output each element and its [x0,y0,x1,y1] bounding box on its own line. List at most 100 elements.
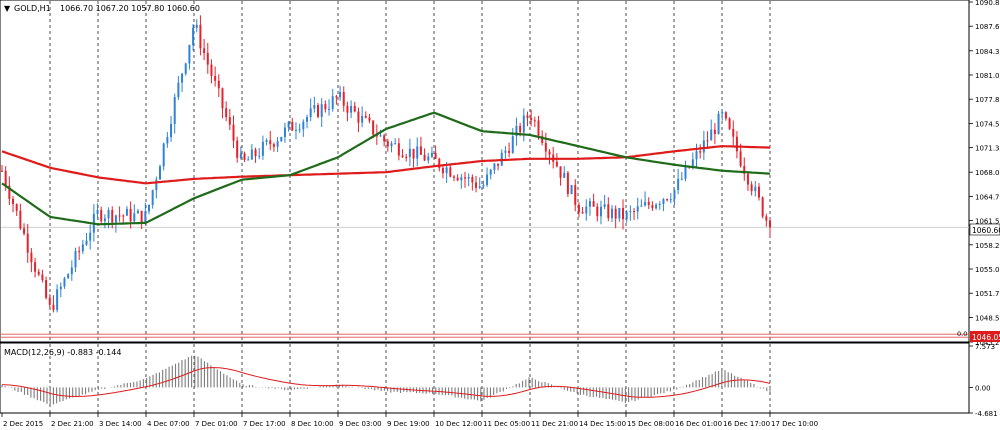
price-tick-label: 1087.60 [975,23,1000,31]
candle-body [610,208,613,219]
candle-body [526,115,529,118]
candle-body [59,286,62,290]
candle-body [677,178,680,190]
time-label: 2 Dec 21:00 [51,420,94,428]
candle-body [239,153,242,158]
candle-body [647,201,650,206]
candle-body [364,115,367,118]
time-label: 15 Dec 08:00 [627,420,674,428]
candle-body [265,140,268,142]
candle-body [618,207,621,219]
price-tick-label: 1064.75 [975,193,1000,201]
candle-body [541,135,544,143]
candle-body [122,215,125,217]
candle-body [394,143,397,145]
candle-body [636,206,639,212]
candle-body [221,88,224,109]
candle-body [217,80,220,89]
candle-body [614,208,617,219]
candle-body [236,140,239,158]
candle-body [353,105,356,112]
level-zero-marker: 0.0 [957,330,967,338]
candle-body [765,216,768,221]
candle-body [34,262,37,272]
candle-body [412,148,415,159]
candle-body [228,117,231,125]
menu-arrow-icon[interactable]: ▼ [4,4,11,13]
candle-body [478,186,481,188]
candle-body [757,186,760,198]
level-price-label: 1046.05 [972,333,1000,342]
time-label: 14 Dec 15:00 [579,420,626,428]
candle-body [100,210,103,222]
macd-pane[interactable] [0,342,970,414]
time-label: 16 Dec 01:00 [675,420,722,428]
candle-body [232,124,235,141]
candle-body [669,199,672,201]
candle-body [309,108,312,118]
price-tick-label: 1045.20 [975,339,1000,347]
price-tick-label: 1055.00 [975,266,1000,274]
candle-body [280,137,283,142]
candle-body [37,271,40,275]
candle-body [467,177,470,179]
candle-body [258,155,261,157]
candle-body [162,143,165,167]
candle-body [19,210,22,229]
candle-body [173,97,176,124]
candle-body [390,143,393,147]
candle-body [530,117,533,121]
candle-body [599,206,602,217]
candle-body [269,140,272,145]
candle-body [662,199,665,204]
time-label: 11 Dec 21:00 [531,420,578,428]
candle-body [250,149,253,160]
candle-body [493,163,496,170]
candle-body [724,112,727,119]
time-label: 11 Dec 05:00 [483,420,530,428]
candle-body [118,215,121,217]
candle-body [324,104,327,110]
candle-body [644,201,647,206]
candle-body [155,179,158,191]
candle-body [559,166,562,178]
candle-body [276,141,279,147]
candle-body [12,198,15,205]
candle-body [666,199,669,201]
candle-body [361,115,364,123]
candle-body [41,274,44,281]
time-label: 17 Dec 10:00 [771,420,818,428]
candle-body [497,163,500,166]
candle-body [23,228,26,234]
candle-body [504,150,507,153]
candle-body [427,156,430,161]
candle-body [4,170,7,186]
candle-body [81,244,84,252]
time-label: 7 Dec 17:00 [243,420,286,428]
candle-body [563,172,566,178]
candle-body [372,120,375,135]
main-pane[interactable] [0,0,970,343]
candle-body [434,152,437,159]
macd-histogram [1,355,771,405]
candle-body [192,27,195,45]
candle-body [166,137,169,144]
macd-label: MACD(12,26,9) -0.883 -0.144 [4,348,121,357]
candle-body [339,92,342,98]
candle-body [331,96,334,109]
time-label: 9 Dec 03:00 [339,420,382,428]
candle-body [625,212,628,220]
price-tick-label: 1048.50 [975,314,1000,322]
horizontal-levels [1,226,969,338]
candle-body [511,136,514,153]
candle-body [335,96,338,98]
candle-body [430,152,433,157]
candle-body [706,140,709,142]
candle-body [746,173,749,185]
candle-body [313,105,316,109]
candle-body [581,212,584,214]
candle-body [633,211,636,213]
candle-body [111,210,114,223]
candle-body [735,136,738,152]
